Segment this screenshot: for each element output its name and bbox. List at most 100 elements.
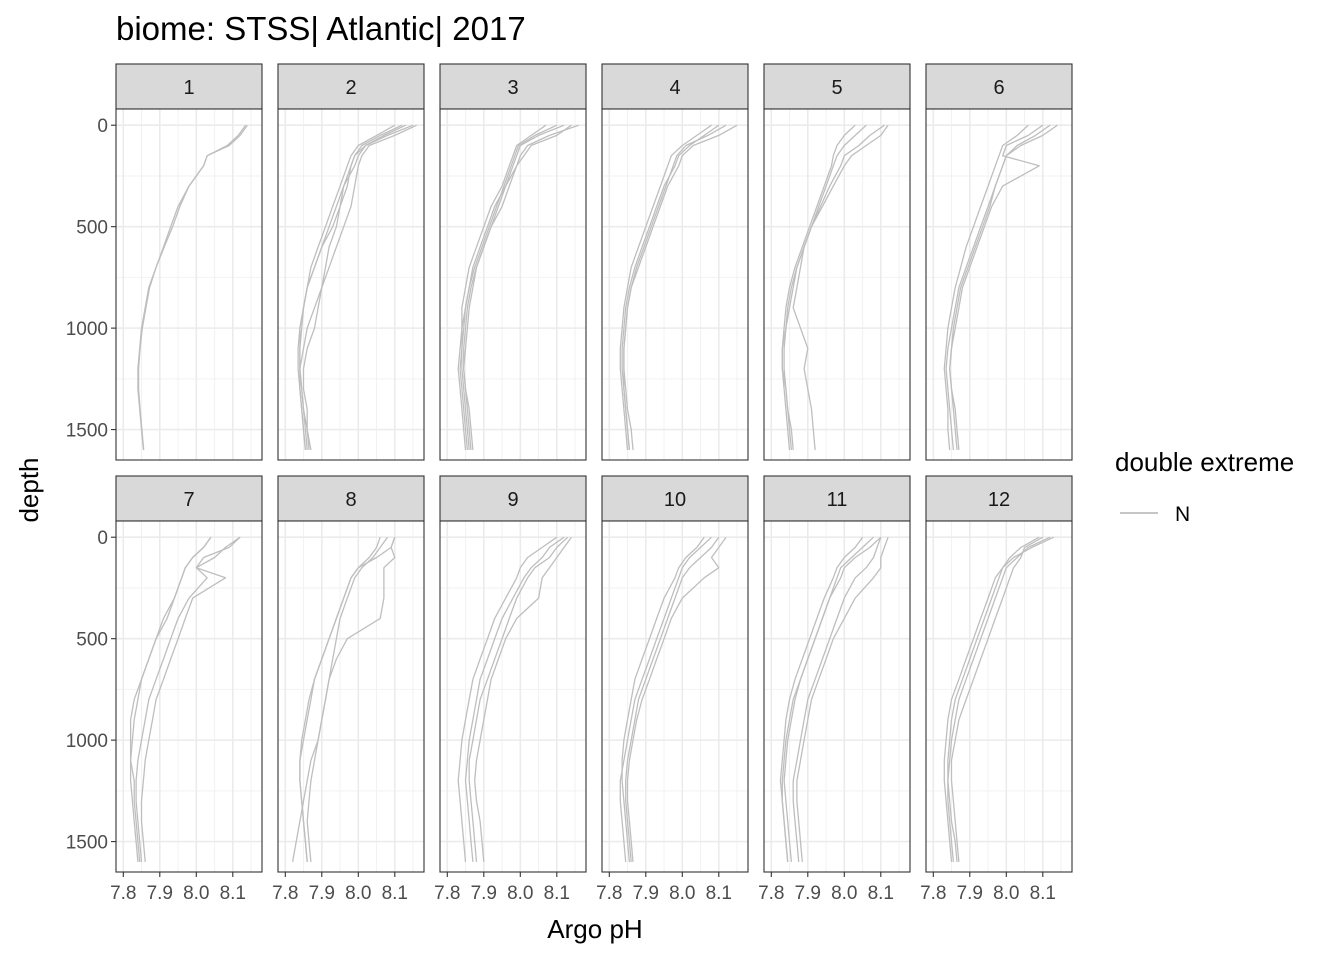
y-tick-label: 500 — [76, 218, 108, 239]
panel-background — [926, 109, 1072, 460]
panel-background — [278, 109, 424, 460]
series-line — [299, 124, 407, 450]
series-line — [949, 124, 1058, 450]
panel-border — [439, 108, 587, 461]
panel-strip — [115, 63, 263, 110]
y-tick-label: 0 — [97, 116, 108, 137]
gridlines — [926, 109, 1072, 460]
x-tick-label: 8.1 — [706, 883, 732, 904]
series-line — [299, 536, 381, 862]
panel-strip — [439, 475, 587, 522]
panel-8: 8 7.8 7.9 8.0 8.1 — [272, 475, 425, 904]
x-tick-label: 8.0 — [669, 883, 695, 904]
panel-10: 10 7.8 7.9 8.0 8.1 — [596, 475, 749, 904]
panel-border — [115, 520, 263, 873]
series-line — [783, 124, 885, 450]
series-line — [464, 536, 565, 862]
panel-border — [601, 108, 749, 461]
panel-background — [764, 109, 910, 460]
y-tick-label: 1500 — [66, 421, 108, 442]
panel-1: 1 0 500 1000 1500 — [66, 63, 263, 461]
panel-border — [601, 520, 749, 873]
panel-strip-label: 7 — [183, 489, 194, 511]
chart-title: biome: STSS| Atlantic| 2017 — [116, 10, 526, 47]
x-tick-label: 8.1 — [220, 883, 246, 904]
x-tick-label: 7.9 — [795, 883, 821, 904]
panel-12: 12 7.8 7.9 8.0 8.1 — [920, 475, 1073, 904]
series-line — [947, 536, 1051, 862]
series-line — [468, 536, 569, 862]
panel-background — [116, 109, 262, 460]
legend-label: N — [1175, 503, 1190, 526]
series-line — [781, 124, 856, 450]
gridlines — [440, 521, 586, 872]
x-axis-title: Argo pH — [547, 914, 642, 944]
series-line — [140, 536, 241, 862]
x-tick-label: 8.1 — [1030, 883, 1056, 904]
panel-strip — [277, 63, 425, 110]
panel-border — [925, 108, 1073, 461]
panel-border — [115, 108, 263, 461]
panel-2: 2 — [277, 63, 425, 461]
panel-background — [764, 521, 910, 872]
panel-background — [440, 521, 586, 872]
x-tick-label: 8.1 — [544, 883, 570, 904]
panel-7: 7 0 500 1000 1500 7.8 7.9 8.0 8.1 — [66, 475, 263, 904]
panel-strip — [277, 475, 425, 522]
panel-9: 9 7.8 7.9 8.0 8.1 — [434, 475, 587, 904]
x-tick-label: 8.0 — [993, 883, 1019, 904]
panel-border — [277, 108, 425, 461]
series-line — [137, 124, 247, 450]
x-tick-label: 8.0 — [507, 883, 533, 904]
panel-strip-label: 12 — [988, 489, 1010, 511]
series-line — [619, 536, 712, 862]
x-tick-label: 7.9 — [633, 883, 659, 904]
x-tick-label: 7.9 — [957, 883, 983, 904]
panel-strip-label: 6 — [993, 77, 1004, 99]
panel-strip-label: 2 — [345, 77, 356, 99]
series-line — [626, 536, 727, 862]
panel-strip-label: 4 — [669, 77, 680, 99]
panel-6: 6 — [925, 63, 1073, 461]
series-line — [461, 124, 547, 450]
y-tick-label: 1000 — [66, 319, 108, 340]
series-line — [459, 124, 565, 450]
x-tick-label: 7.8 — [596, 883, 622, 904]
x-tick-label: 8.1 — [382, 883, 408, 904]
legend-title: double extreme — [1115, 447, 1294, 477]
series-line — [792, 536, 882, 862]
gridlines — [278, 521, 424, 872]
panel-strip — [763, 63, 911, 110]
x-tick-label: 7.9 — [471, 883, 497, 904]
series-line — [129, 536, 212, 862]
x-tick-label: 8.0 — [345, 883, 371, 904]
x-tick-label: 7.8 — [920, 883, 946, 904]
panel-border — [277, 520, 425, 873]
x-tick-label: 7.9 — [309, 883, 335, 904]
series-line — [621, 536, 705, 862]
series-line — [457, 536, 558, 862]
y-axis-title: depth — [14, 457, 44, 522]
panel-11: 11 7.8 7.9 8.0 8.1 — [758, 475, 911, 904]
panel-strip-label: 10 — [664, 489, 686, 511]
series-line — [792, 124, 867, 450]
gridlines — [764, 521, 910, 872]
panel-strip-label: 1 — [183, 77, 194, 99]
x-tick-label: 7.8 — [110, 883, 136, 904]
gridlines — [764, 109, 910, 460]
y-tick-label: 0 — [97, 528, 108, 549]
series-line — [779, 536, 864, 862]
panel-strip-label: 11 — [827, 489, 848, 511]
panel-strip — [601, 63, 749, 110]
panel-3: 3 — [439, 63, 587, 461]
x-tick-label: 7.8 — [434, 883, 460, 904]
panel-strip-label: 8 — [345, 489, 356, 511]
y-tick-label: 1000 — [66, 731, 108, 752]
panel-strip-label: 3 — [507, 77, 518, 99]
series-line — [619, 124, 712, 450]
y-tick-label: 500 — [76, 630, 108, 651]
panel-background — [602, 521, 748, 872]
